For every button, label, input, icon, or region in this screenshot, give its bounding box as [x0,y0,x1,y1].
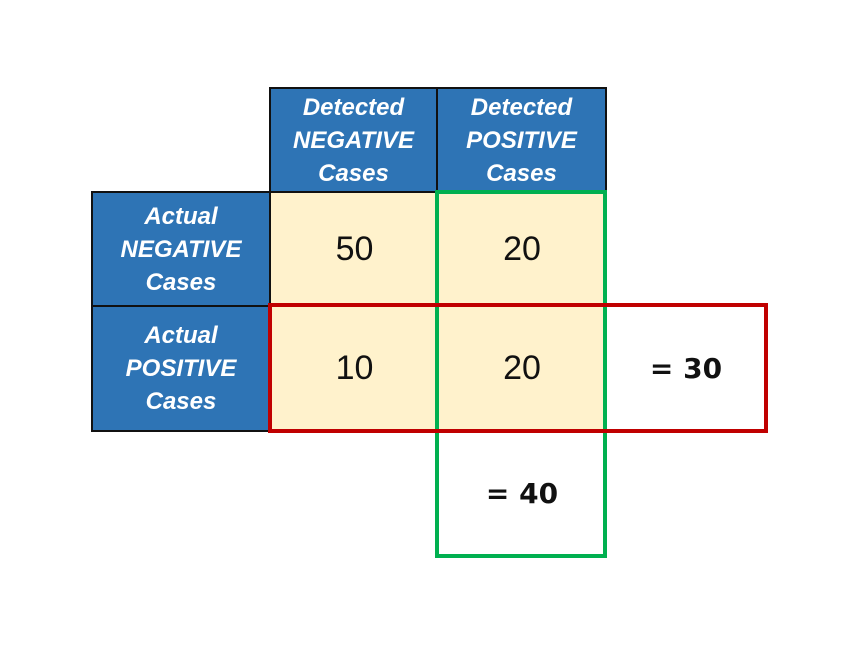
grid-line-horizontal [271,305,606,307]
grid-line-vertical [437,193,439,431]
header-line: NEGATIVE [120,235,242,263]
total-value: = 30 [649,352,723,385]
header-line: Detected [470,93,573,121]
header-line: POSITIVE [125,355,237,382]
header-detected-positive: Detected POSITIVE Cases [436,87,607,193]
header-line: NEGATIVE [293,126,414,154]
total-value: = 40 [485,477,559,510]
cell-value: 50 [335,230,374,268]
header-detected-negative: Detected NEGATIVE Cases [269,87,438,193]
header-line: POSITIVE [466,126,577,154]
cell-value: 10 [335,349,374,387]
header-line: Detected [302,93,405,121]
cell-actual-negative-detected-negative: 50 [271,193,438,306]
header-line: Cases [145,388,217,415]
row-positive-total: = 30 [606,306,766,431]
cell-actual-positive-detected-positive: 20 [438,306,606,431]
header-line: Actual [144,202,218,230]
header-line: Cases [145,268,217,296]
header-actual-positive: Actual POSITIVE Cases [91,305,271,432]
header-line: Actual [144,322,218,349]
header-line: Cases [486,159,557,187]
cell-value: 20 [503,349,541,387]
cell-actual-negative-detected-positive: 20 [438,193,606,306]
column-positive-total: = 40 [438,431,606,556]
header-actual-negative: Actual NEGATIVE Cases [91,191,271,307]
cell-value: 20 [503,230,541,268]
cell-actual-positive-detected-negative: 10 [271,306,438,431]
header-line: Cases [318,159,389,187]
